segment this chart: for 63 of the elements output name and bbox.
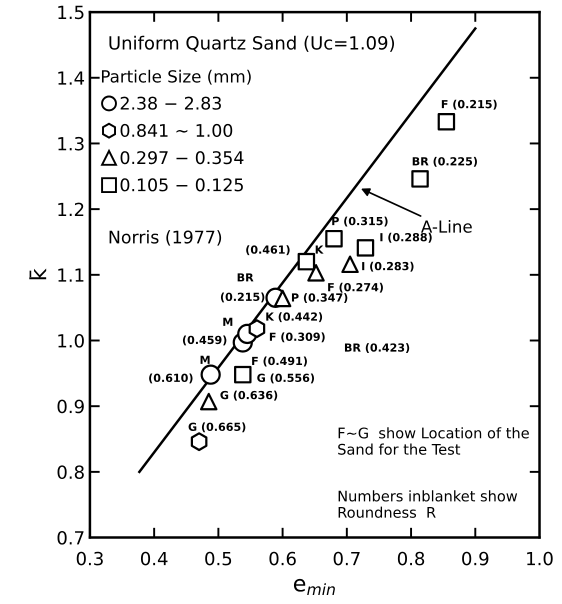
point — [356, 239, 374, 257]
y-tick-label: 1.4 — [58, 71, 84, 85]
annotation: G (0.556) — [257, 373, 314, 384]
annotation: (0.461) — [246, 245, 290, 256]
annotation: BR — [238, 273, 254, 282]
annotation: (0.610) — [149, 373, 193, 384]
annotation: I (0.288) — [380, 232, 432, 243]
point — [307, 264, 325, 282]
point — [325, 230, 343, 248]
y-tick-label: 1.1 — [58, 268, 84, 282]
point — [438, 113, 456, 131]
annotation: K — [316, 246, 324, 254]
x-tick-label: 1.0 — [527, 552, 553, 566]
x-tick-label: 0.8 — [398, 552, 424, 566]
point — [274, 290, 292, 308]
annotation: I (0.283) — [362, 262, 414, 272]
annotation: Numbers inblanket show Roundness R — [338, 490, 518, 518]
x-tick-label: 0.7 — [334, 552, 360, 566]
x-tick-label: 0.4 — [140, 552, 168, 566]
annotation: F (0.215) — [442, 100, 497, 110]
point — [190, 432, 208, 452]
annotation: P (0.347) — [292, 293, 348, 303]
y-tick-label: 1.0 — [58, 334, 84, 348]
legend-label: 2.38 − 2.83 — [120, 96, 221, 110]
x-tick-label: 0.3 — [76, 552, 103, 566]
point — [200, 392, 218, 410]
point — [234, 366, 252, 384]
annotation: K (0.442) — [266, 312, 322, 322]
point — [200, 364, 221, 385]
annotation: BR (0.423) — [344, 343, 410, 354]
annotation: A-Line — [421, 220, 472, 233]
annotation: Uniform Quartz Sand (Uc=1.09) — [109, 36, 394, 52]
annotation: M — [223, 318, 232, 326]
y-tick-label: 0.8 — [58, 465, 84, 479]
annotation: (0.215) — [220, 292, 264, 302]
annotation: F (0.491) — [252, 356, 307, 366]
point — [341, 256, 359, 274]
annotation: F∼G show Location of the Sand for the Test — [338, 427, 529, 455]
annotation: M — [200, 356, 210, 364]
legend-label: 0.105 − 0.125 — [120, 178, 243, 192]
y-tick-label: 0.7 — [58, 531, 84, 545]
x-axis-title: e$_{min}$ — [294, 578, 335, 596]
x-tick-label: 0.9 — [462, 552, 488, 566]
point — [411, 170, 429, 188]
y-tick-label: 0.9 — [58, 400, 84, 414]
x-tick-label: 0.5 — [205, 552, 232, 566]
y-tick-label: 1.3 — [58, 136, 84, 151]
legend-label: 0.297 − 0.354 — [120, 151, 244, 164]
annotation: G (0.665) — [188, 422, 246, 432]
y-axis-title: k̄ — [29, 268, 46, 280]
legend-label: 0.841 ∼ 1.00 — [120, 124, 232, 137]
y-tick-label: 1.2 — [58, 202, 84, 216]
point — [298, 252, 316, 270]
x-tick-label: 0.6 — [269, 552, 296, 566]
annotation: F (0.309) — [270, 332, 325, 342]
annotation: (0.459) — [182, 336, 226, 346]
annotation: Norris (1977) — [110, 230, 222, 246]
annotation: F (0.274) — [328, 282, 383, 293]
annotation: G (0.636) — [220, 390, 278, 401]
y-tick-label: 1.5 — [58, 6, 84, 20]
annotation: BR (0.225) — [412, 156, 477, 167]
point — [248, 319, 266, 338]
legend-title: Particle Size (mm) — [102, 70, 251, 85]
